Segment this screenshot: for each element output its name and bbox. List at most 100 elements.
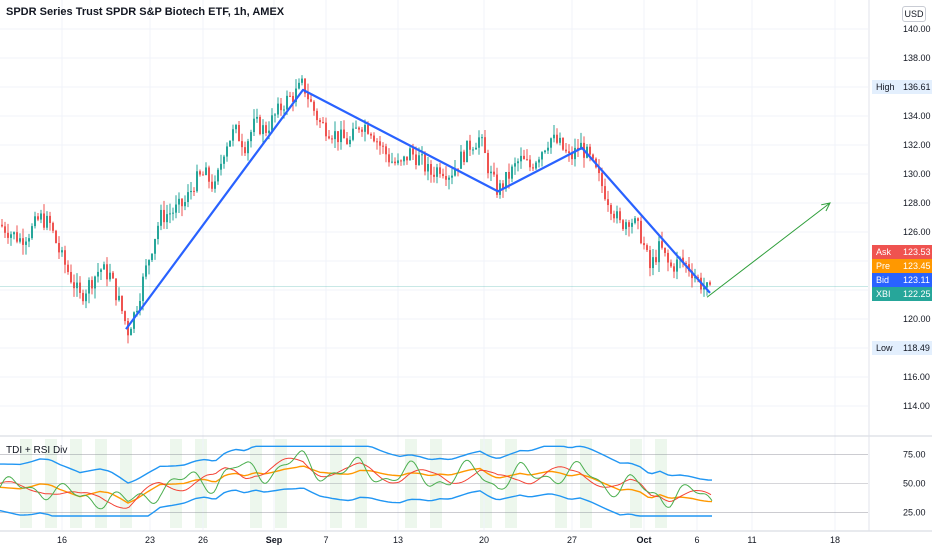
candle-body <box>565 149 567 152</box>
candle-body <box>661 241 663 248</box>
candle-body <box>619 211 621 221</box>
candle-body <box>121 295 123 312</box>
candle-body <box>313 101 315 111</box>
candle-body <box>244 147 246 154</box>
candle-body <box>229 140 231 147</box>
candle-body <box>523 155 525 160</box>
candle-body <box>493 171 495 175</box>
candle-body <box>136 310 138 313</box>
candle-body <box>598 167 600 174</box>
candle-body <box>91 280 93 289</box>
candle-body <box>253 118 255 133</box>
candle-body <box>487 152 489 174</box>
candle-body <box>628 222 630 227</box>
candle-body <box>355 127 357 129</box>
candle-body <box>103 264 105 270</box>
candle-body <box>277 103 279 115</box>
candle-body <box>508 171 510 179</box>
candle-body <box>58 243 60 253</box>
projection-arrow-head <box>821 202 831 212</box>
candle-body <box>115 278 117 301</box>
candle-body <box>61 250 63 253</box>
x-tick-label: 7 <box>323 535 328 545</box>
candle-body <box>400 160 402 162</box>
candle-body <box>517 161 519 164</box>
price-label-value: 122.25 <box>903 289 931 299</box>
candle-body <box>79 282 81 293</box>
candle-body <box>442 173 444 177</box>
candle-body <box>139 300 141 311</box>
candle-body <box>52 222 54 231</box>
candle-body <box>223 156 225 164</box>
candle-body <box>562 137 564 150</box>
candle-body <box>379 141 381 146</box>
candle-body <box>154 239 156 254</box>
candle-body <box>304 78 306 94</box>
candle-body <box>625 222 627 230</box>
y-tick-label: 126.00 <box>903 227 931 237</box>
candle-body <box>1 224 3 227</box>
candle-body <box>649 250 651 269</box>
candle-body <box>247 141 249 154</box>
candle-body <box>622 220 624 230</box>
candle-body <box>529 159 531 168</box>
candle-body <box>274 114 276 116</box>
candle-body <box>460 151 462 169</box>
candle-body <box>208 167 210 182</box>
candle-body <box>133 312 135 329</box>
candle-body <box>151 253 153 261</box>
candle-body <box>538 159 540 163</box>
candle-body <box>298 82 300 89</box>
candle-body <box>97 271 99 277</box>
candle-body <box>4 226 6 233</box>
candle-body <box>364 124 366 132</box>
y-tick-label: 116.00 <box>903 372 930 382</box>
price-label-bg <box>872 245 932 259</box>
candle-body <box>709 282 711 285</box>
candle-body <box>130 328 132 336</box>
candle-body <box>664 247 666 253</box>
candle-body <box>112 272 114 279</box>
candle-body <box>436 167 438 177</box>
candle-body <box>397 160 399 164</box>
candle-body <box>40 213 42 220</box>
price-label-bg <box>872 273 932 287</box>
candle-body <box>268 130 270 133</box>
candle-body <box>94 276 96 289</box>
currency-button[interactable]: USD <box>902 6 926 22</box>
candle-body <box>424 154 426 172</box>
candle-body <box>286 95 288 110</box>
candle-body <box>124 311 126 322</box>
price-label-bg <box>872 287 932 301</box>
tdi-upper-band <box>0 445 713 484</box>
candle-body <box>454 168 456 176</box>
candle-body <box>514 163 516 167</box>
price-label-name: Bid <box>876 275 889 285</box>
candle-body <box>22 238 24 245</box>
candle-body <box>394 161 396 164</box>
candle-body <box>613 213 615 219</box>
candle-body <box>658 241 660 263</box>
candle-body <box>601 173 603 187</box>
candle-body <box>187 192 189 203</box>
candle-body <box>433 174 435 177</box>
candle-body <box>421 154 423 156</box>
candle-body <box>616 211 618 219</box>
candle-body <box>349 139 351 145</box>
indicator-level-label: 50.00 <box>903 479 926 489</box>
candle-body <box>25 241 27 245</box>
candle-body <box>343 129 345 139</box>
trend-line <box>125 88 711 330</box>
candle-body <box>148 260 150 266</box>
candle-body <box>295 88 297 102</box>
candle-body <box>544 150 546 153</box>
candle-body <box>175 204 177 213</box>
x-tick-label: 11 <box>747 535 756 545</box>
price-label-value: 123.11 <box>903 275 930 285</box>
candle-body <box>70 272 72 283</box>
candle-body <box>592 154 594 159</box>
candle-body <box>604 186 606 200</box>
candle-body <box>64 250 66 265</box>
candle-body <box>28 238 30 242</box>
